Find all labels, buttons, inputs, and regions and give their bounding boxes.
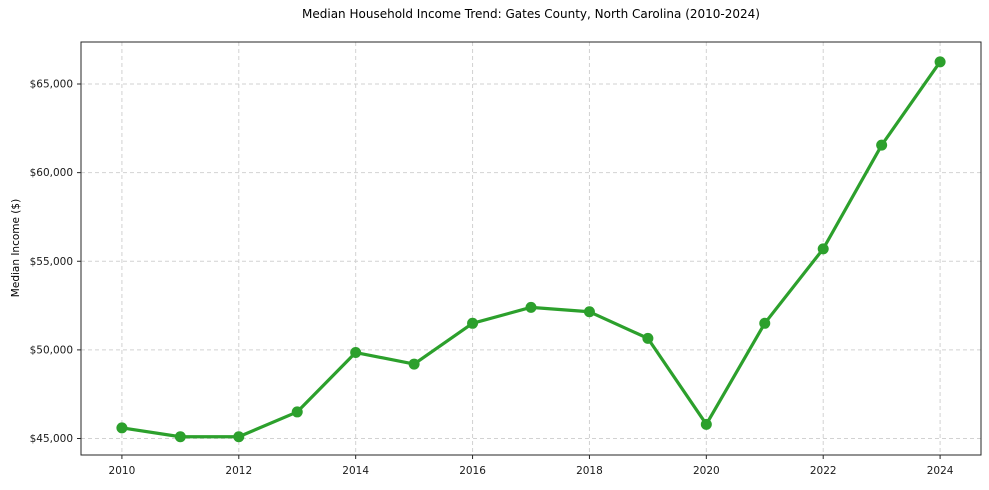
data-point	[116, 422, 128, 434]
data-point	[583, 306, 595, 318]
data-point	[350, 347, 362, 359]
data-point	[642, 332, 654, 344]
x-tick-label: 2022	[810, 465, 837, 477]
data-point	[934, 56, 946, 68]
x-tick-label: 2014	[342, 465, 369, 477]
x-tick-label: 2024	[927, 465, 954, 477]
chart-title: Median Household Income Trend: Gates Cou…	[302, 7, 760, 21]
data-point	[759, 317, 771, 329]
y-tick-label: $50,000	[30, 344, 73, 356]
x-tick-label: 2020	[693, 465, 720, 477]
data-point	[174, 431, 186, 443]
trend-line	[120, 60, 942, 439]
y-tick-label: $60,000	[30, 167, 73, 179]
data-point	[700, 418, 712, 430]
data-point	[467, 317, 479, 329]
x-tick-label: 2010	[109, 465, 136, 477]
y-tick-label: $55,000	[30, 256, 73, 268]
data-point	[525, 301, 537, 313]
x-tick-label: 2018	[576, 465, 603, 477]
data-point	[408, 358, 420, 370]
data-point	[291, 406, 303, 418]
data-point	[876, 139, 888, 151]
y-tick-label: $45,000	[30, 433, 73, 445]
data-point	[233, 431, 245, 443]
x-tick-label: 2016	[459, 465, 486, 477]
plot-frame	[80, 41, 982, 456]
y-tick-label: $65,000	[30, 79, 73, 91]
data-point	[817, 243, 829, 255]
x-tick-label: 2012	[225, 465, 252, 477]
